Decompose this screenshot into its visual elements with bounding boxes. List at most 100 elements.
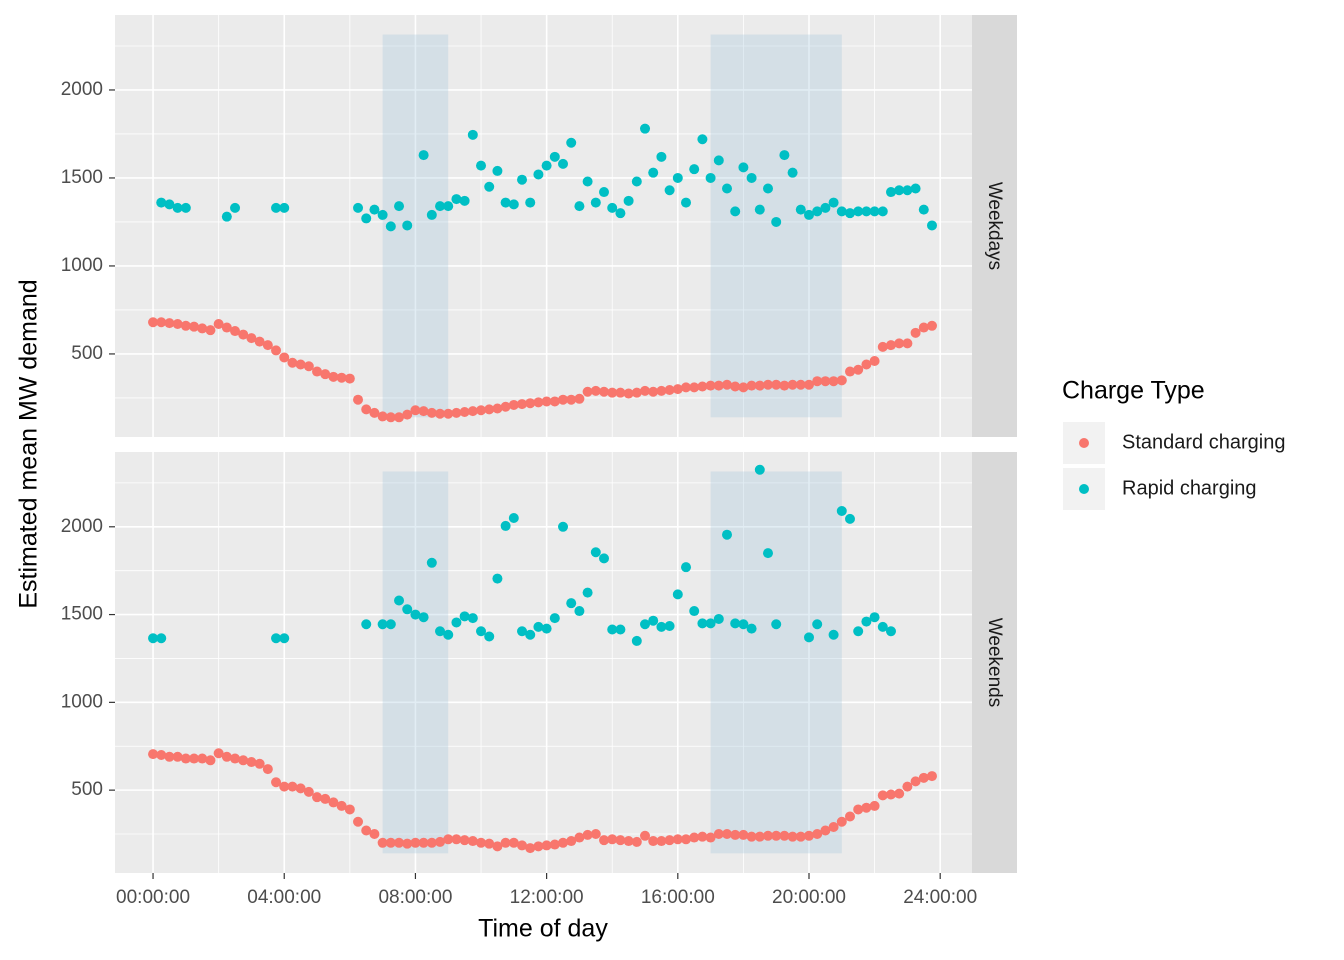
point <box>541 160 552 171</box>
point <box>402 838 413 849</box>
point <box>549 396 560 407</box>
strip-label: Weekends <box>984 618 1005 707</box>
point <box>541 396 552 407</box>
point <box>467 406 478 417</box>
point <box>615 624 626 635</box>
point <box>394 412 405 423</box>
point <box>582 386 593 397</box>
point <box>681 197 692 208</box>
point <box>238 755 249 766</box>
point <box>566 137 577 148</box>
point <box>492 403 503 414</box>
point <box>697 618 708 629</box>
point <box>574 201 585 212</box>
point <box>213 319 224 330</box>
point <box>574 393 585 404</box>
point <box>869 612 880 623</box>
point <box>156 633 167 644</box>
point <box>607 387 618 398</box>
x-tick-label: 12:00:00 <box>510 887 584 908</box>
point <box>328 797 339 808</box>
point <box>533 169 544 180</box>
point <box>295 359 306 370</box>
point <box>877 621 888 632</box>
point <box>820 202 831 213</box>
point <box>459 407 470 418</box>
point <box>607 624 618 635</box>
point <box>599 386 610 397</box>
point <box>631 836 642 847</box>
y-tick-label: 1500 <box>61 604 103 625</box>
point <box>418 150 429 161</box>
point <box>590 829 601 840</box>
point <box>271 633 282 644</box>
point <box>762 830 773 841</box>
point <box>451 407 462 418</box>
point <box>853 364 864 375</box>
point <box>615 387 626 398</box>
point <box>254 758 265 769</box>
point <box>402 604 413 615</box>
point <box>869 206 880 217</box>
point <box>476 626 487 637</box>
point <box>918 204 929 215</box>
point <box>361 404 372 415</box>
point <box>795 379 806 390</box>
y-tick-label: 1500 <box>61 167 103 188</box>
point <box>828 197 839 208</box>
point <box>910 776 921 787</box>
point <box>246 757 257 768</box>
point <box>820 376 831 387</box>
y-tick-label: 2000 <box>61 79 103 100</box>
point <box>566 836 577 847</box>
point <box>287 781 298 792</box>
point <box>853 206 864 217</box>
point <box>853 804 864 815</box>
point <box>361 619 372 630</box>
point <box>197 323 208 334</box>
point <box>172 319 183 330</box>
point <box>148 633 159 644</box>
point <box>803 379 814 390</box>
point <box>402 220 413 231</box>
y-tick-label: 1000 <box>61 255 103 276</box>
point <box>385 619 396 630</box>
point <box>697 134 708 145</box>
point <box>697 831 708 842</box>
point <box>836 375 847 386</box>
y-tick-label: 500 <box>71 779 103 800</box>
point <box>246 333 257 344</box>
point <box>476 837 487 848</box>
point <box>508 199 519 210</box>
point <box>713 829 724 840</box>
point <box>623 388 634 399</box>
point <box>664 835 675 846</box>
point <box>180 320 191 331</box>
point <box>640 123 651 134</box>
point <box>148 317 159 328</box>
point <box>672 834 683 845</box>
x-axis-title: Time of day <box>478 915 608 943</box>
point <box>590 385 601 396</box>
point <box>746 623 757 634</box>
point <box>279 202 290 213</box>
point <box>262 340 273 351</box>
point <box>877 341 888 352</box>
point <box>394 201 405 212</box>
shaded-region <box>710 471 842 854</box>
point <box>172 202 183 213</box>
point <box>500 520 511 531</box>
point <box>410 609 421 620</box>
point <box>517 174 528 185</box>
point <box>672 384 683 395</box>
point <box>869 800 880 811</box>
point <box>771 216 782 227</box>
point <box>361 825 372 836</box>
point <box>803 632 814 643</box>
point <box>303 786 314 797</box>
point <box>754 204 765 215</box>
point <box>426 209 437 220</box>
point <box>746 172 757 183</box>
legend-title: Charge Type <box>1062 377 1205 405</box>
point <box>156 197 167 208</box>
